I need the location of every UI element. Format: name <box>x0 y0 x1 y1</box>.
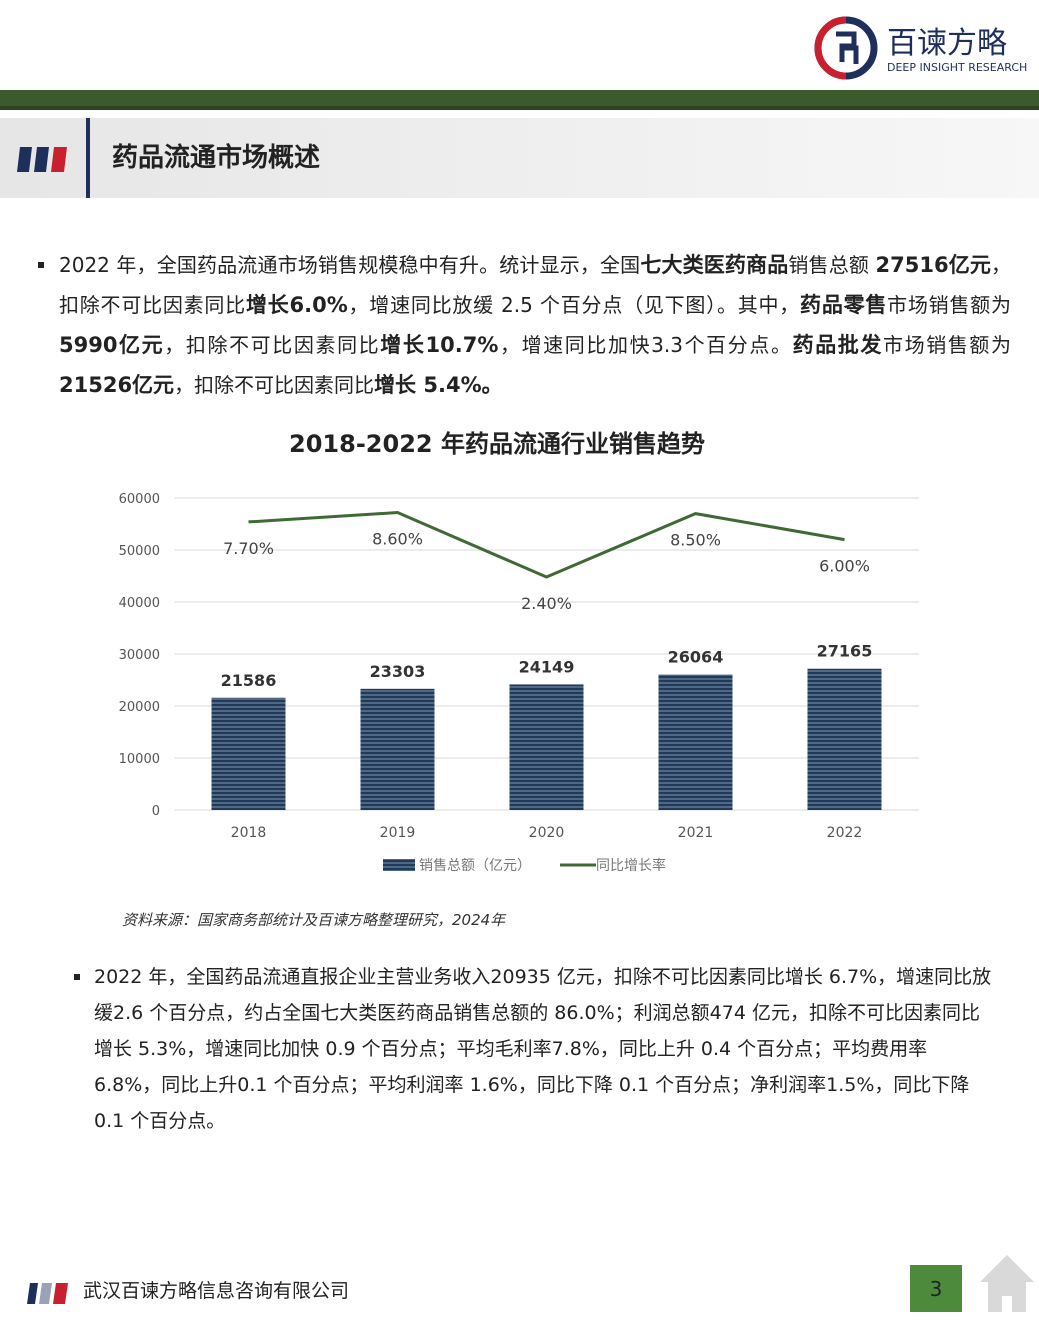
bold-text: 七大类医药商品 <box>640 253 789 277</box>
bar-value-label: 27165 <box>817 642 873 661</box>
brand-tagline: DEEP INSIGHT RESEARCH <box>887 61 1027 74</box>
icon-stripe <box>51 147 67 172</box>
line-value-label: 2.40% <box>521 594 572 613</box>
icon-stripe <box>34 147 49 172</box>
y-tick-label: 10000 <box>119 752 160 767</box>
logo-mark <box>836 31 859 64</box>
bar-value-label: 21586 <box>221 671 277 690</box>
bar <box>658 674 733 810</box>
section-title: 药品流通市场概述 <box>112 142 320 173</box>
page-number: 3 <box>930 1277 943 1301</box>
bar-value-label: 26064 <box>668 647 724 666</box>
legend-label: 同比增长率 <box>596 857 666 874</box>
icon-stripe <box>39 1283 52 1304</box>
icon-stripe <box>17 147 32 172</box>
bold-text: 21526亿元 <box>59 373 175 397</box>
y-tick-label: 50000 <box>119 544 160 559</box>
text-run: 市场销售额为 <box>887 293 1012 317</box>
paragraph: 2022 年，全国药品流通市场销售规模稳中有升。统计显示，全国七大类医药商品销售… <box>59 245 1011 405</box>
section-divider <box>86 118 90 198</box>
bar-value-label: 24149 <box>519 657 575 676</box>
brand-name: 百谏方略 <box>887 26 1007 61</box>
line-value-label: 8.60% <box>372 530 423 549</box>
text-run: ，增速同比放缓 2.5 个百分点（见下图）。其中， <box>347 293 801 317</box>
text-run: 2022 年，全国药品流通市场销售规模稳中有升。统计显示，全国 <box>59 253 641 277</box>
y-tick-label: 20000 <box>119 700 160 715</box>
line-value-label: 7.70% <box>223 539 274 558</box>
icon-stripe <box>27 1283 38 1304</box>
bullet <box>74 974 80 980</box>
bold-text: 增长 5.4%。 <box>374 373 503 397</box>
bullet <box>38 262 44 268</box>
header-graphics: 百谏方略 DEEP INSIGHT RESEARCH 药品流通市场概述 <box>0 16 1039 198</box>
footer-company: 武汉百谏方略信息咨询有限公司 <box>83 1280 349 1302</box>
text-run: 销售总额 <box>788 253 876 277</box>
page-box <box>910 1265 962 1312</box>
text-run: ，扣除不可比因素同比 <box>59 253 1012 317</box>
paragraph: 2022 年，全国药品流通直报企业主营业务收入20935 亿元，扣除不可比因素同… <box>94 959 994 1139</box>
line <box>248 511 845 579</box>
icon-stripe <box>53 1283 68 1304</box>
green-band-edge <box>0 106 1039 110</box>
section-band <box>0 118 1039 198</box>
green-band <box>0 90 1039 110</box>
bold-text: 药品零售 <box>800 293 888 317</box>
bar <box>509 684 584 810</box>
y-tick-label: 60000 <box>119 492 160 507</box>
logo-ring-red <box>814 16 847 80</box>
bold-text: 药品批发 <box>792 333 884 357</box>
bar-value-label: 23303 <box>370 662 426 681</box>
x-tick-label: 2020 <box>529 825 565 841</box>
line-value-label: 8.50% <box>670 531 721 550</box>
text-run: 市场销售额为 <box>883 333 1012 357</box>
x-tick-label: 2021 <box>678 825 714 841</box>
bar <box>807 668 882 810</box>
text-run: 2022 年，全国药品流通直报企业主营业务收入20935 亿元，扣除不可比因素同… <box>94 966 992 1132</box>
legend-label: 销售总额（亿元） <box>419 858 531 874</box>
y-tick-label: 30000 <box>119 648 160 663</box>
x-tick-label: 2018 <box>231 825 267 841</box>
bar <box>211 697 286 810</box>
text-run: ，增速同比加快3.3个百分点。 <box>498 333 793 357</box>
line-value-label: 6.00% <box>819 557 870 576</box>
text-run: ，扣除不可比因素同比 <box>164 333 381 357</box>
x-tick-label: 2019 <box>380 825 416 841</box>
bold-text: 增长6.0% <box>245 293 348 317</box>
x-tick-label: 2022 <box>827 825 863 841</box>
legend-swatch <box>383 859 415 871</box>
bold-text: 5990亿元 <box>59 333 165 357</box>
home-icon <box>980 1255 1034 1312</box>
source-note: 资料来源：国家商务部统计及百谏方略整理研究，2024年 <box>122 911 506 929</box>
chart: 2018-2022 年药品流通行业销售趋势 0 10000 20000 30000 40… <box>119 430 919 874</box>
chart-title: 2018-2022 年药品流通行业销售趋势 <box>289 430 705 458</box>
footer-graphics: 武汉百谏方略信息咨询有限公司 3 <box>27 1255 1034 1312</box>
y-tick-label: 40000 <box>119 596 160 611</box>
bar <box>360 688 435 810</box>
text-run: ，扣除不可比因素同比 <box>174 373 375 397</box>
bold-text: 增长10.7% <box>380 333 499 357</box>
y-tick-label: 0 <box>152 804 160 819</box>
bold-text: 27516亿元 <box>875 253 992 277</box>
